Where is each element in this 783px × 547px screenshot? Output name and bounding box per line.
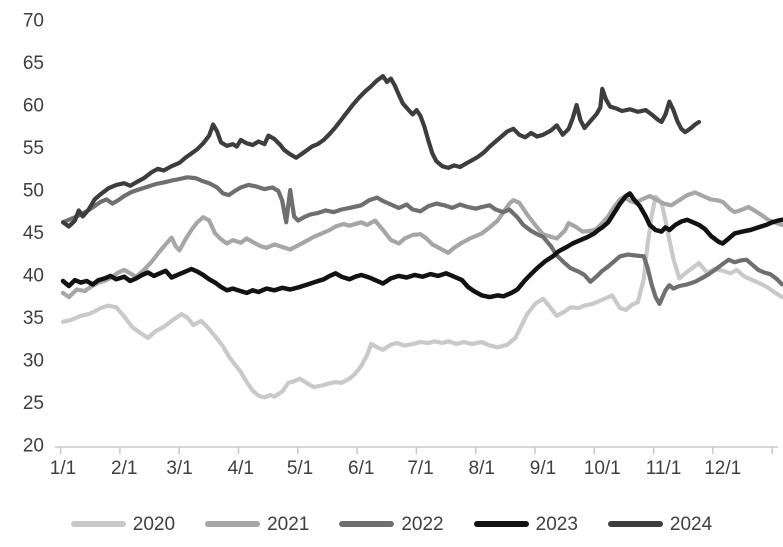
x-tick-label: 1/1 [50, 458, 76, 479]
y-tick-label: 25 [23, 393, 44, 414]
legend-item-2023: 2023 [473, 513, 578, 535]
legend-item-2020: 2020 [70, 513, 176, 535]
x-tick-label: 9/1 [530, 458, 556, 479]
x-tick-label: 7/1 [407, 458, 433, 479]
y-tick-label: 35 [23, 308, 44, 329]
x-tick-label: 6/1 [348, 458, 374, 479]
series-line-2023 [60, 191, 783, 300]
series-line-2020 [60, 194, 783, 400]
legend-swatch-2020 [70, 521, 126, 527]
x-tick-label: 3/1 [166, 458, 192, 479]
x-tick-label: 11/1 [646, 458, 682, 479]
y-tick-label: 30 [23, 351, 44, 372]
x-tick-label: 2/1 [111, 458, 137, 479]
x-tick-label: 10/1 [584, 458, 621, 479]
y-tick-label: 20 [23, 436, 44, 457]
legend-label-2021: 2021 [267, 513, 310, 535]
legend-label-2020: 2020 [132, 513, 176, 535]
x-tick-label: 8/1 [469, 458, 495, 479]
y-tick-label: 45 [23, 223, 44, 244]
x-tick-label: 4/1 [228, 458, 254, 479]
legend-item-2024: 2024 [607, 513, 713, 535]
y-tick-label: 65 [23, 53, 44, 74]
legend-label-2024: 2024 [669, 513, 713, 535]
legend-swatch-2022 [339, 521, 395, 527]
legend-swatch-2024 [607, 521, 663, 527]
legend-swatch-2023 [473, 521, 529, 527]
y-tick-label: 70 [23, 11, 44, 32]
legend-label-2022: 2022 [401, 513, 444, 535]
legend-swatch-2021 [205, 521, 261, 527]
y-tick-label: 55 [23, 138, 44, 159]
y-tick-label: 50 [23, 181, 44, 202]
line-chart-svg: 20 25 30 35 40 45 50 55 60 65 70 1/1 2/1 3/1 4/1 5/1 6/1… [23, 11, 783, 479]
series-line-2021 [60, 190, 783, 300]
chart-legend: 2020 2021 2022 2023 2024 [0, 504, 783, 544]
series-line-2024 [60, 73, 702, 229]
y-tick-label: 40 [23, 266, 44, 287]
legend-item-2022: 2022 [339, 513, 444, 535]
x-tick-label: 5/1 [287, 458, 313, 479]
series-line-2022 [60, 175, 783, 306]
legend-item-2021: 2021 [205, 515, 309, 534]
y-tick-label: 60 [23, 96, 44, 117]
x-tick-label: 12/1 [704, 458, 741, 479]
legend-label-2023: 2023 [535, 513, 578, 535]
